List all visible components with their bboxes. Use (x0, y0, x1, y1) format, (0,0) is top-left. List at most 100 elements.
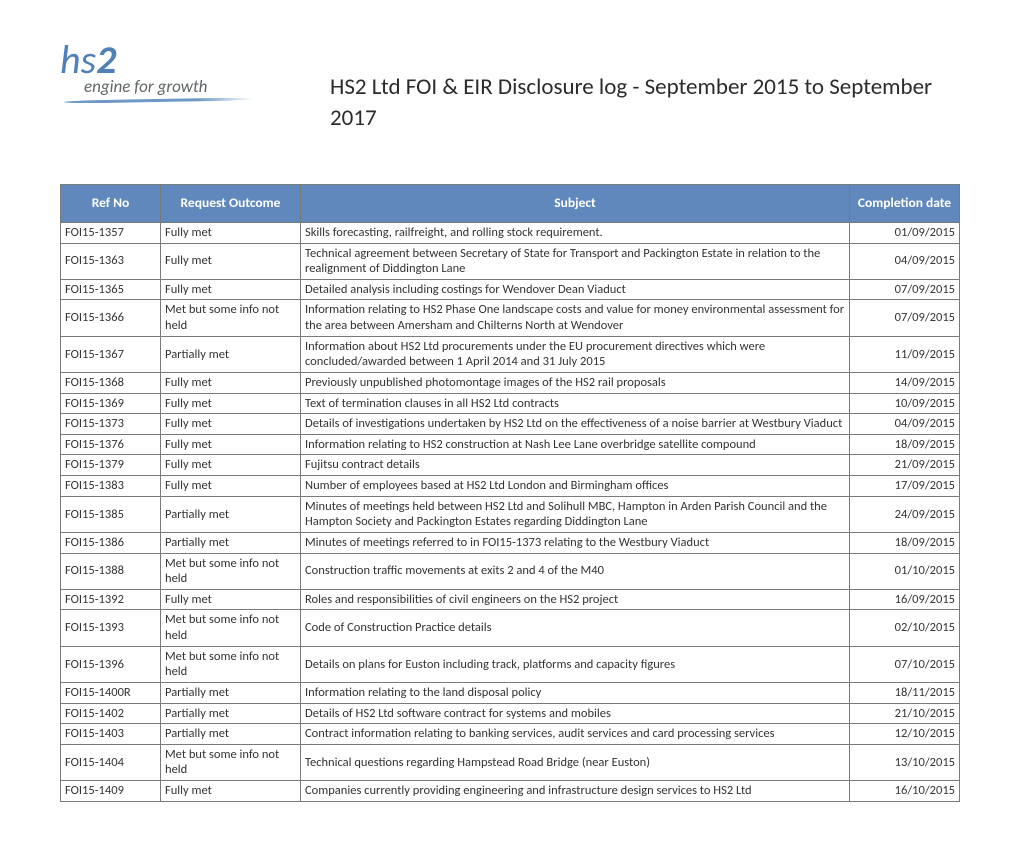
cell-subject: Text of termination clauses in all HS2 L… (301, 393, 850, 414)
cell-ref: FOI15-1386 (61, 532, 161, 553)
cell-outcome: Fully met (161, 243, 301, 279)
cell-ref: FOI15-1400R (61, 682, 161, 703)
col-date-header: Completion date (850, 185, 960, 223)
header-region: hs2 engine for growth HS2 Ltd FOI & EIR … (60, 40, 960, 134)
table-row: FOI15-1367Partially metInformation about… (61, 336, 960, 372)
cell-ref: FOI15-1392 (61, 589, 161, 610)
cell-date: 16/09/2015 (850, 589, 960, 610)
cell-subject: Technical agreement between Secretary of… (301, 243, 850, 279)
cell-outcome: Fully met (161, 476, 301, 497)
cell-date: 13/10/2015 (850, 744, 960, 780)
cell-ref: FOI15-1376 (61, 434, 161, 455)
cell-subject: Details of HS2 Ltd software contract for… (301, 703, 850, 724)
cell-outcome: Met but some info not held (161, 300, 301, 336)
table-row: FOI15-1368Fully metPreviously unpublishe… (61, 372, 960, 393)
cell-subject: Details of investigations undertaken by … (301, 414, 850, 435)
col-outcome-header: Request Outcome (161, 185, 301, 223)
cell-date: 07/09/2015 (850, 279, 960, 300)
cell-date: 18/09/2015 (850, 434, 960, 455)
cell-date: 07/10/2015 (850, 646, 960, 682)
table-row: FOI15-1402Partially metDetails of HS2 Lt… (61, 703, 960, 724)
cell-subject: Minutes of meetings held between HS2 Ltd… (301, 496, 850, 532)
cell-outcome: Fully met (161, 372, 301, 393)
logo-mark: hs2 engine for growth (60, 40, 290, 100)
cell-ref: FOI15-1404 (61, 744, 161, 780)
cell-ref: FOI15-1385 (61, 496, 161, 532)
cell-subject: Detailed analysis including costings for… (301, 279, 850, 300)
table-row: FOI15-1386Partially metMinutes of meetin… (61, 532, 960, 553)
cell-subject: Information relating to HS2 construction… (301, 434, 850, 455)
cell-outcome: Fully met (161, 434, 301, 455)
cell-subject: Technical questions regarding Hampstead … (301, 744, 850, 780)
logo-tagline: engine for growth (84, 76, 290, 97)
table-row: FOI15-1383Fully metNumber of employees b… (61, 476, 960, 497)
cell-ref: FOI15-1379 (61, 455, 161, 476)
cell-ref: FOI15-1363 (61, 243, 161, 279)
cell-subject: Information relating to HS2 Phase One la… (301, 300, 850, 336)
cell-outcome: Fully met (161, 781, 301, 802)
cell-ref: FOI15-1366 (61, 300, 161, 336)
cell-ref: FOI15-1383 (61, 476, 161, 497)
cell-outcome: Partially met (161, 682, 301, 703)
cell-subject: Information about HS2 Ltd procurements u… (301, 336, 850, 372)
col-ref-header: Ref No (61, 185, 161, 223)
table-row: FOI15-1376Fully metInformation relating … (61, 434, 960, 455)
cell-date: 04/09/2015 (850, 243, 960, 279)
cell-ref: FOI15-1409 (61, 781, 161, 802)
table-row: FOI15-1357Fully metSkills forecasting, r… (61, 222, 960, 243)
table-row: FOI15-1404Met but some info not heldTech… (61, 744, 960, 780)
table-row: FOI15-1392Fully metRoles and responsibil… (61, 589, 960, 610)
cell-date: 17/09/2015 (850, 476, 960, 497)
cell-date: 02/10/2015 (850, 610, 960, 646)
cell-subject: Details on plans for Euston including tr… (301, 646, 850, 682)
cell-outcome: Fully met (161, 393, 301, 414)
cell-ref: FOI15-1368 (61, 372, 161, 393)
cell-date: 01/09/2015 (850, 222, 960, 243)
table-row: FOI15-1379Fully metFujitsu contract deta… (61, 455, 960, 476)
page-title: HS2 Ltd FOI & EIR Disclosure log - Septe… (330, 72, 960, 134)
cell-date: 24/09/2015 (850, 496, 960, 532)
cell-subject: Minutes of meetings referred to in FOI15… (301, 532, 850, 553)
table-row: FOI15-1388Met but some info not heldCons… (61, 553, 960, 589)
cell-outcome: Partially met (161, 724, 301, 745)
table-row: FOI15-1400RPartially metInformation rela… (61, 682, 960, 703)
cell-date: 01/10/2015 (850, 553, 960, 589)
cell-outcome: Fully met (161, 455, 301, 476)
col-subject-header: Subject (301, 185, 850, 223)
cell-date: 16/10/2015 (850, 781, 960, 802)
cell-date: 07/09/2015 (850, 300, 960, 336)
table-row: FOI15-1385Partially metMinutes of meetin… (61, 496, 960, 532)
cell-ref: FOI15-1388 (61, 553, 161, 589)
cell-date: 11/09/2015 (850, 336, 960, 372)
table-row: FOI15-1396Met but some info not heldDeta… (61, 646, 960, 682)
cell-outcome: Fully met (161, 589, 301, 610)
cell-date: 12/10/2015 (850, 724, 960, 745)
cell-ref: FOI15-1373 (61, 414, 161, 435)
cell-outcome: Fully met (161, 414, 301, 435)
cell-ref: FOI15-1402 (61, 703, 161, 724)
cell-outcome: Partially met (161, 703, 301, 724)
cell-outcome: Partially met (161, 496, 301, 532)
cell-outcome: Met but some info not held (161, 553, 301, 589)
cell-ref: FOI15-1396 (61, 646, 161, 682)
cell-ref: FOI15-1403 (61, 724, 161, 745)
cell-date: 21/10/2015 (850, 703, 960, 724)
cell-outcome: Met but some info not held (161, 744, 301, 780)
cell-outcome: Partially met (161, 336, 301, 372)
table-row: FOI15-1403Partially metContract informat… (61, 724, 960, 745)
cell-ref: FOI15-1369 (61, 393, 161, 414)
cell-date: 14/09/2015 (850, 372, 960, 393)
cell-date: 21/09/2015 (850, 455, 960, 476)
cell-subject: Number of employees based at HS2 Ltd Lon… (301, 476, 850, 497)
table-row: FOI15-1363Fully metTechnical agreement b… (61, 243, 960, 279)
cell-date: 18/11/2015 (850, 682, 960, 703)
disclosure-table: Ref No Request Outcome Subject Completio… (60, 184, 960, 802)
cell-ref: FOI15-1367 (61, 336, 161, 372)
cell-date: 18/09/2015 (850, 532, 960, 553)
cell-outcome: Fully met (161, 222, 301, 243)
logo: hs2 engine for growth (60, 40, 290, 100)
table-header-row: Ref No Request Outcome Subject Completio… (61, 185, 960, 223)
cell-subject: Skills forecasting, railfreight, and rol… (301, 222, 850, 243)
cell-ref: FOI15-1357 (61, 222, 161, 243)
table-row: FOI15-1393Met but some info not heldCode… (61, 610, 960, 646)
